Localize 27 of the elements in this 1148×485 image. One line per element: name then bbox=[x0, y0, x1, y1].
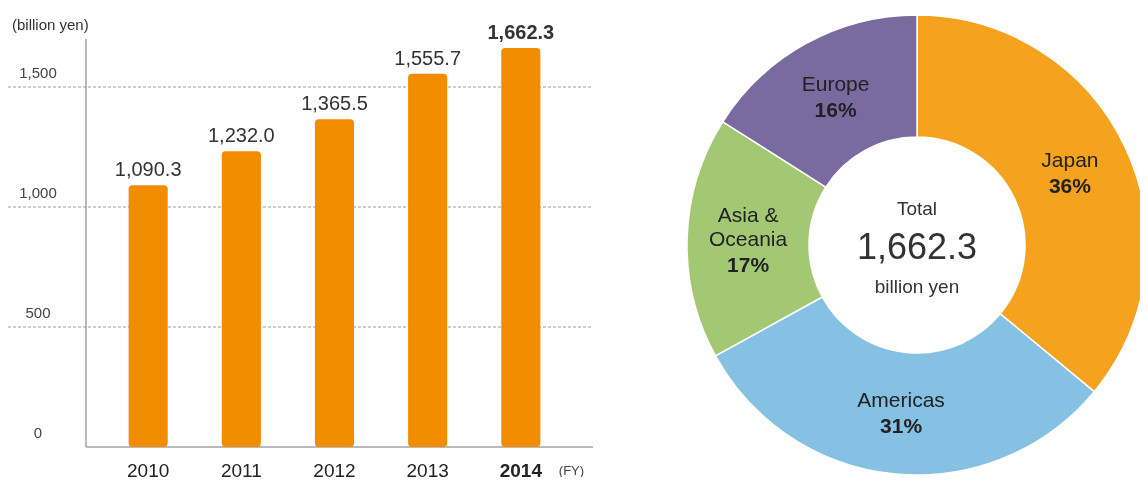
slice-label: Europe bbox=[801, 71, 870, 95]
x-tick-label: 2012 bbox=[313, 460, 356, 481]
data-label: 1,555.7 bbox=[394, 46, 462, 69]
data-label: 1,662.3 bbox=[487, 21, 555, 44]
data-label: 1,365.5 bbox=[301, 92, 368, 115]
x-tick-label: 2013 bbox=[406, 460, 449, 481]
x-tick-label: 2011 bbox=[220, 460, 262, 481]
y-tick-label: 1,500 bbox=[19, 64, 57, 81]
slice-label: Japan bbox=[1041, 148, 1099, 172]
x-tick-label: 2010 bbox=[127, 460, 170, 481]
data-label: 16% bbox=[814, 97, 857, 121]
slice-label: Asia & Oceania bbox=[708, 202, 788, 250]
data-label: 17% bbox=[727, 252, 770, 276]
slice-label: Americas bbox=[857, 388, 945, 412]
x-tick-label: 2014 bbox=[499, 460, 543, 481]
y-axis-title: (billion yen) bbox=[12, 16, 89, 33]
y-tick-label: 0 bbox=[33, 424, 43, 441]
data-label: 1,090.3 bbox=[114, 158, 182, 181]
data-label: 31% bbox=[880, 414, 923, 438]
y-tick-label: 500 bbox=[25, 304, 51, 321]
text: billion yen bbox=[874, 276, 960, 297]
data-label: 1,232.0 bbox=[207, 124, 275, 147]
x-axis-title: (FY) bbox=[558, 463, 585, 478]
text: Total bbox=[896, 198, 938, 219]
y-tick-label: 1,000 bbox=[19, 184, 57, 201]
data-label: 36% bbox=[1048, 174, 1092, 198]
text: 1,662.3 bbox=[856, 226, 978, 267]
